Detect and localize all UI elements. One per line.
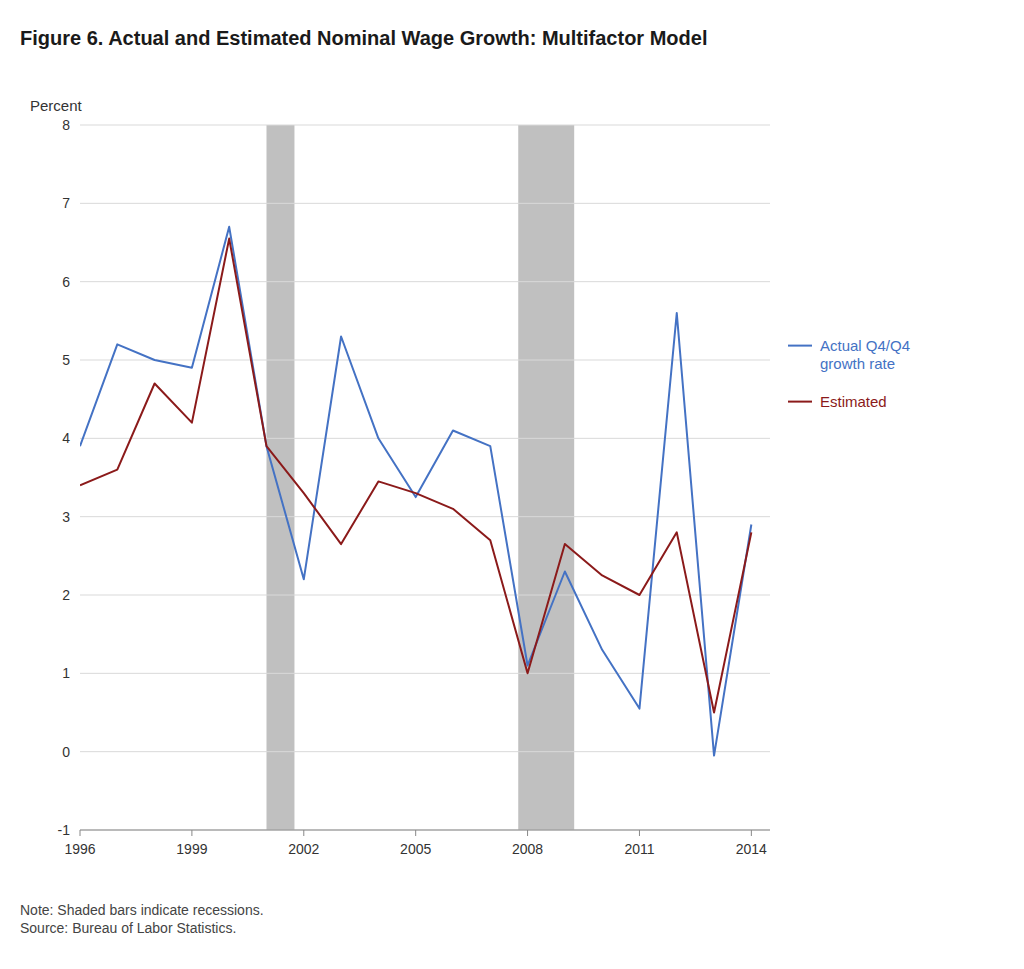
- series-line: [80, 227, 751, 756]
- y-tick-label: -1: [58, 822, 71, 838]
- grid-line: [80, 125, 770, 126]
- x-tick-label: 2002: [288, 841, 319, 857]
- legend-swatch: [788, 345, 812, 347]
- grid-line: [80, 595, 770, 596]
- y-tick-label: 4: [62, 430, 70, 446]
- x-tick-label: 2014: [736, 841, 767, 857]
- x-tick-label: 1999: [176, 841, 207, 857]
- chart: Figure 6. Actual and Estimated Nominal W…: [0, 0, 1024, 969]
- x-axis-line: [80, 830, 770, 831]
- y-axis: -1 0 1 2 3 4 5 6 7 8: [58, 117, 770, 838]
- x-tick-label: 2005: [400, 841, 431, 857]
- x-tick-label: 1996: [64, 841, 95, 857]
- x-tick: [639, 830, 640, 836]
- grid-line: [80, 751, 770, 752]
- grid-line: [80, 281, 770, 282]
- y-tick-label: 8: [62, 117, 70, 133]
- x-tick-label: 2011: [624, 841, 654, 857]
- legend-entry: Actual Q4/Q4growth rate: [820, 337, 910, 372]
- x-tick: [80, 830, 81, 836]
- lines: [80, 227, 751, 756]
- recession-bands: [266, 125, 574, 830]
- legend-entry: Estimated: [820, 393, 887, 410]
- grid-line: [80, 438, 770, 439]
- y-axis-label: Percent: [30, 97, 83, 114]
- x-tick: [303, 830, 304, 836]
- x-axis: 1996 1999 2002 2005 2008 2011 2014: [64, 830, 770, 857]
- y-tick-label: 7: [62, 195, 70, 211]
- y-tick-label: 6: [62, 274, 70, 290]
- legend: Actual Q4/Q4growth rate Estimated: [788, 337, 910, 410]
- y-tick-label: 2: [62, 587, 70, 603]
- note: Note: Shaded bars indicate recessions.So…: [20, 902, 264, 936]
- legend-swatch: [788, 401, 812, 403]
- grid-line: [80, 360, 770, 361]
- x-tick: [751, 830, 752, 836]
- y-tick-label: 0: [62, 744, 70, 760]
- grid-line: [80, 516, 770, 517]
- x-tick-label: 2008: [512, 841, 543, 857]
- grid-line: [80, 673, 770, 674]
- x-tick: [415, 830, 416, 836]
- series-line: [80, 239, 751, 713]
- x-tick: [527, 830, 528, 836]
- title: Figure 6. Actual and Estimated Nominal W…: [20, 27, 707, 49]
- y-tick-label: 5: [62, 352, 70, 368]
- recession-band: [518, 125, 574, 830]
- grid-line: [80, 830, 770, 831]
- y-tick-label: 1: [62, 665, 70, 681]
- y-tick-label: 3: [62, 509, 70, 525]
- grid-line: [80, 203, 770, 204]
- x-tick: [191, 830, 192, 836]
